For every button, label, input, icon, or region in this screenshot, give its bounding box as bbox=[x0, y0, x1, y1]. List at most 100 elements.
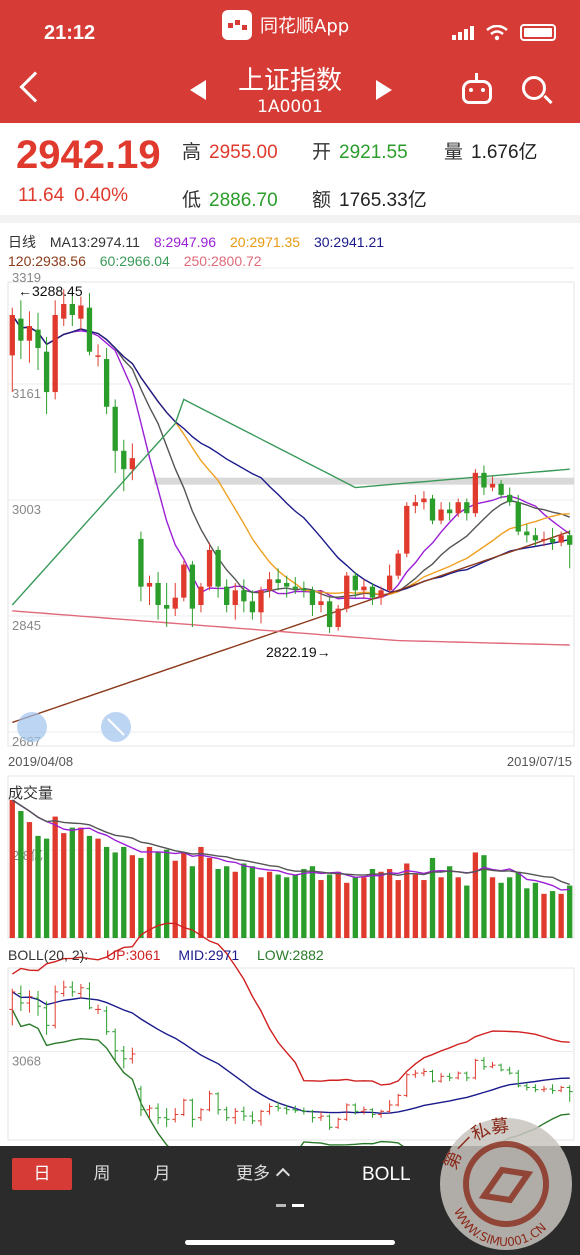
volume-bar bbox=[404, 863, 410, 938]
candle-body bbox=[163, 604, 170, 609]
candle-body bbox=[198, 586, 204, 605]
tab-week[interactable]: 周 bbox=[93, 1164, 111, 1184]
y-tick-label: 3319 bbox=[12, 270, 41, 285]
change-value: 11.64 bbox=[18, 185, 65, 206]
candle-body bbox=[464, 502, 470, 514]
high-stat: 高 2955.00 bbox=[182, 142, 278, 163]
amount-stat: 额 1765.33亿 bbox=[312, 190, 427, 211]
candle-body bbox=[69, 303, 75, 315]
boll-y-tick: 3068 bbox=[12, 1053, 41, 1068]
candle-body bbox=[369, 586, 376, 598]
volume-ma10-line bbox=[11, 799, 570, 886]
ma120-line bbox=[12, 530, 570, 724]
volume-bar bbox=[292, 874, 298, 938]
candle-body bbox=[241, 590, 247, 602]
app-name: 同花顺App bbox=[260, 16, 350, 37]
candle-body bbox=[146, 582, 153, 587]
boll-mid-label: MID:2971 bbox=[178, 947, 240, 963]
resistance-band bbox=[154, 477, 574, 485]
candle-body bbox=[206, 549, 213, 587]
candle-body bbox=[129, 458, 136, 470]
chart-canvas[interactable]: 33193161300328452687←3288.452822.19→2.8亿… bbox=[0, 0, 580, 1146]
volume-bar bbox=[567, 885, 573, 938]
ma30-line bbox=[11, 314, 570, 593]
volume-bar bbox=[472, 852, 479, 938]
signal-icon bbox=[452, 25, 474, 40]
status-icons bbox=[452, 24, 556, 41]
y-tick-label: 3161 bbox=[12, 386, 41, 401]
candle-body bbox=[438, 509, 444, 521]
candle-body bbox=[404, 505, 410, 554]
boll-low-label: LOW:2882 bbox=[257, 947, 324, 963]
status-time: 21:12 bbox=[44, 22, 96, 44]
candle-body bbox=[249, 601, 256, 613]
stock-code: 1A0001 bbox=[257, 97, 323, 117]
candle-body bbox=[507, 494, 513, 503]
candle-body bbox=[189, 564, 196, 609]
volume-bar bbox=[258, 877, 264, 938]
candle-body bbox=[567, 535, 573, 545]
candle-body bbox=[412, 502, 419, 506]
volume-bar bbox=[35, 835, 41, 938]
main-panel-frame bbox=[7, 281, 575, 747]
indicator-boll-tab[interactable]: BOLL bbox=[362, 1164, 411, 1185]
candle-body bbox=[498, 483, 504, 495]
candle-body bbox=[378, 590, 384, 598]
volume-bar bbox=[378, 871, 384, 938]
ma60-label: 60:2966.04 bbox=[99, 253, 170, 269]
ma-legend-row1: 日线 MA13:2974.11 8:2947.96 20:2971.35 30:… bbox=[8, 232, 394, 252]
volume-bar bbox=[69, 827, 75, 938]
y-tick-label: 3003 bbox=[12, 502, 41, 517]
current-price: 2942.19 bbox=[16, 133, 161, 177]
tab-month[interactable]: 月 bbox=[153, 1164, 171, 1184]
volume-bar bbox=[318, 880, 324, 938]
ma250-label: 250:2800.72 bbox=[183, 253, 262, 269]
watermark-stamp: 第一私募 WWW.SIMU001.CN bbox=[440, 1115, 572, 1250]
more-label: 更多 bbox=[236, 1164, 270, 1184]
volume-bar bbox=[524, 888, 530, 938]
open-stat: 开 2921.55 bbox=[312, 142, 408, 163]
ma8-line bbox=[11, 314, 571, 600]
volume-bar bbox=[335, 871, 341, 938]
search-icon[interactable] bbox=[522, 76, 546, 100]
robot-assistant-icon[interactable] bbox=[462, 73, 492, 104]
volume-stat: 量 1.676亿 bbox=[444, 142, 538, 163]
volume-bar bbox=[95, 838, 101, 938]
volume-bar bbox=[549, 891, 556, 938]
low-annotation: 2822.19→ bbox=[266, 644, 331, 660]
candle-body bbox=[26, 326, 33, 341]
volume-bar bbox=[507, 877, 513, 938]
volume-bar bbox=[455, 877, 461, 938]
candle-body bbox=[78, 305, 84, 319]
volume-bar bbox=[138, 857, 144, 938]
volume-bar bbox=[464, 885, 470, 938]
candle-body bbox=[224, 586, 230, 605]
volume-bar bbox=[438, 877, 444, 938]
volume-title: 成交量 bbox=[8, 784, 54, 802]
candle-body bbox=[395, 553, 401, 576]
tab-more[interactable]: 更多 bbox=[212, 1158, 312, 1190]
volume-bar bbox=[189, 866, 196, 938]
candle-body bbox=[326, 601, 333, 628]
candle-body bbox=[215, 549, 221, 587]
volume-bar bbox=[284, 877, 290, 938]
volume-bar bbox=[206, 857, 213, 938]
volume-bar bbox=[352, 877, 358, 938]
volume-bar bbox=[112, 852, 118, 938]
tab-day[interactable]: 日 bbox=[12, 1158, 72, 1190]
volume-bar bbox=[146, 846, 153, 938]
candle-body bbox=[275, 579, 281, 583]
prev-stock-icon[interactable] bbox=[190, 80, 206, 100]
candle-body bbox=[541, 538, 547, 541]
volume-bar bbox=[232, 871, 238, 938]
battery-icon bbox=[520, 24, 556, 41]
candle-body bbox=[172, 597, 178, 609]
candle-body bbox=[18, 318, 24, 341]
next-stock-icon[interactable] bbox=[376, 80, 392, 100]
volume-bar bbox=[103, 846, 110, 938]
ma30-label: 30:2941.21 bbox=[313, 234, 385, 250]
volume-bar bbox=[198, 846, 204, 938]
home-indicator bbox=[185, 1240, 395, 1245]
volume-bar bbox=[275, 874, 281, 938]
volume-bar bbox=[18, 811, 24, 938]
